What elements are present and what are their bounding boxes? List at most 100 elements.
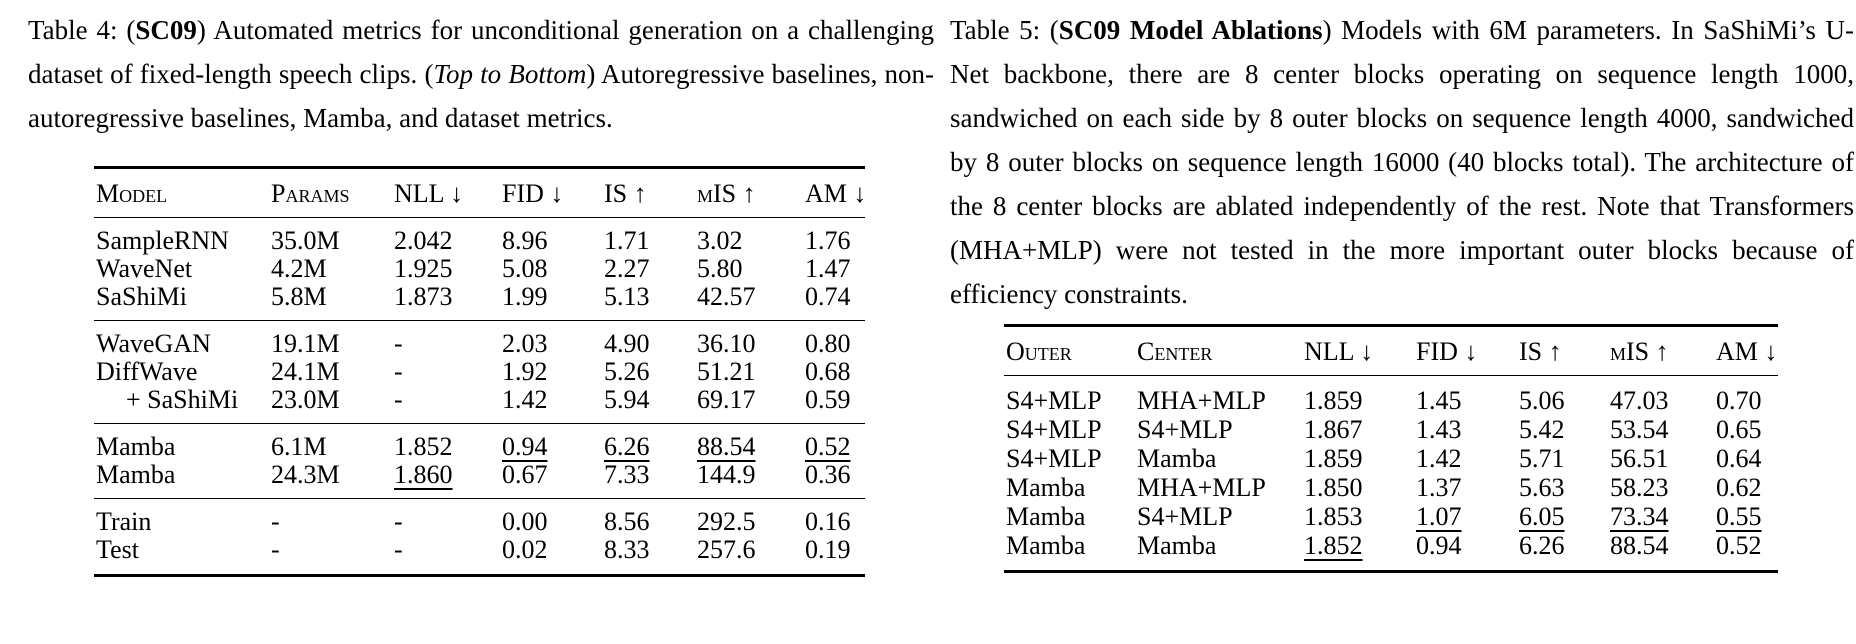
caption-text: ) Models with 6M parameters. In SaShiMi’… [950,15,1855,309]
model-cell: Mamba [96,432,176,461]
mis-cell: 88.54 [1610,531,1669,560]
mis-cell: 69.17 [697,386,805,424]
table4-header-row: Model Params NLL ↓ FID ↓ IS ↑ mIS ↑ AM ↓ [94,167,866,218]
table-row: SampleRNN 35.0M 2.042 8.96 1.71 3.02 1.7… [94,218,865,256]
is-cell: 2.27 [604,254,650,283]
center-cell: Mamba [1137,444,1217,473]
nll-cell: 1.859 [1304,444,1363,473]
mis-cell: 47.03 [1610,386,1669,415]
table-row: WaveNet 4.2M 1.925 5.08 2.27 5.80 1.47 [94,255,865,283]
table-row: Mamba Mamba 1.852 0.94 6.26 88.54 0.52 [1004,531,1778,572]
outer-cell: S4+MLP [1006,386,1102,415]
am-cell: 0.65 [1716,415,1762,444]
am-cell: 0.59 [805,386,865,424]
mis-cell: 3.02 [697,226,743,255]
am-cell: 0.68 [805,357,851,386]
am-cell: 0.70 [1716,386,1762,415]
params-cell: 23.0M [271,386,394,424]
center-cell: S4+MLP [1137,502,1233,531]
model-cell: SaShiMi [94,283,271,321]
mis-header: mIS ↑ [1610,325,1716,376]
caption-bold-sc09: SC09 [135,15,197,45]
mis-cell: 144.9 [697,461,805,499]
params-cell: 19.1M [271,329,340,358]
table-row: WaveGAN 19.1M - 2.03 4.90 36.10 0.80 [94,321,865,359]
center-header: Center [1137,325,1304,376]
fid-cell: 1.42 [502,386,604,424]
nll-cell: 1.925 [394,254,453,283]
am-cell: 0.16 [805,507,851,536]
caption-text: ) Automated metrics for unconditional ge… [28,15,934,89]
am-header: AM ↓ [1716,325,1778,376]
model-header: Model [94,167,271,218]
mis-cell: 51.21 [697,357,756,386]
is-cell: 8.56 [604,507,650,536]
nll-cell: - [394,535,403,564]
is-cell: 7.33 [604,461,697,499]
mis-cell: 88.54 [697,432,756,461]
am-cell: 0.36 [805,461,865,499]
nll-cell: 1.860 [394,461,502,499]
table4-caption: Table 4: (SC09) Automated metrics for un… [28,8,934,140]
nll-cell: - [394,329,403,358]
caption-bold-sc09-ablations: SC09 Model Ablations [1058,15,1323,45]
fid-cell: 5.08 [502,254,548,283]
am-cell: 1.76 [805,226,851,255]
table4: Model Params NLL ↓ FID ↓ IS ↑ mIS ↑ AM ↓… [94,166,866,577]
am-header: AM ↓ [805,167,866,218]
outer-cell: Mamba [1006,473,1086,502]
model-cell: Test [96,535,139,564]
table-row: Test - - 0.02 8.33 257.6 0.19 [94,536,865,576]
am-cell: 0.64 [1716,444,1762,473]
model-cell: + SaShiMi [94,386,271,424]
fid-cell: 1.43 [1416,415,1462,444]
is-cell: 5.26 [604,357,650,386]
outer-cell: Mamba [1006,502,1086,531]
params-cell: 5.8M [271,283,394,321]
mis-cell: 5.80 [697,254,743,283]
params-cell: 6.1M [271,432,327,461]
fid-cell: 0.67 [502,461,604,499]
nll-cell: 1.850 [1304,473,1363,502]
is-cell: 8.33 [604,535,650,564]
fid-cell: 0.02 [502,535,548,564]
is-cell: 5.42 [1519,415,1565,444]
is-cell: 4.90 [604,329,650,358]
mis-cell: 36.10 [697,329,756,358]
nll-cell: 1.852 [394,432,453,461]
table-row: SaShiMi 5.8M 1.873 1.99 5.13 42.57 0.74 [94,283,865,321]
table-row: + SaShiMi 23.0M - 1.42 5.94 69.17 0.59 [94,386,865,424]
am-cell: 0.55 [1716,502,1762,531]
outer-cell: S4+MLP [1006,444,1102,473]
fid-cell: 8.96 [502,226,548,255]
is-cell: 1.71 [604,226,650,255]
am-cell: 0.74 [805,283,865,321]
nll-cell: - [394,386,502,424]
params-cell: - [271,535,280,564]
fid-cell: 0.00 [502,507,548,536]
nll-cell: 2.042 [394,226,453,255]
is-cell: 6.26 [604,432,650,461]
mis-cell: 53.54 [1610,415,1669,444]
center-cell: Mamba [1137,531,1217,560]
mis-cell: 73.34 [1610,502,1669,531]
fid-header: FID ↓ [502,167,604,218]
mis-cell: 56.51 [1610,444,1669,473]
center-cell: MHA+MLP [1137,473,1266,502]
table-row: DiffWave 24.1M - 1.92 5.26 51.21 0.68 [94,358,865,386]
am-cell: 0.52 [805,432,851,461]
outer-header: Outer [1004,325,1137,376]
fid-cell: 1.07 [1416,502,1462,531]
is-cell: 5.06 [1519,386,1565,415]
fid-cell: 1.37 [1416,473,1462,502]
table5-section: Table 5: (SC09 Model Ablations) Models w… [950,8,1854,573]
table-row: S4+MLP Mamba 1.859 1.42 5.71 56.51 0.64 [1004,444,1778,473]
params-header: Params [271,167,394,218]
model-cell: DiffWave [96,357,198,386]
nll-cell: 1.859 [1304,386,1363,415]
params-cell: - [271,507,280,536]
mis-header: mIS ↑ [697,167,805,218]
table4-section: Table 4: (SC09) Automated metrics for un… [28,8,934,577]
fid-cell: 0.94 [502,432,548,461]
model-cell: Mamba [94,461,271,499]
